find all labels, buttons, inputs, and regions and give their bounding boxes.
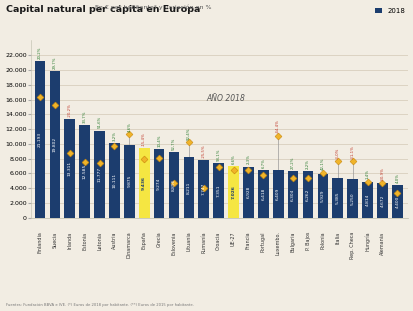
Text: -3,0%: -3,0%	[335, 147, 339, 159]
Text: 12.585: 12.585	[83, 164, 86, 179]
Bar	[123, 145, 134, 218]
Text: 21.193: 21.193	[38, 132, 42, 147]
Text: 11.777: 11.777	[97, 167, 101, 182]
Text: 4.400: 4.400	[394, 195, 399, 208]
Bar	[213, 163, 223, 218]
Bar	[347, 179, 357, 218]
Text: AÑO 2018: AÑO 2018	[206, 94, 245, 103]
Text: 1,4%: 1,4%	[365, 169, 369, 179]
Text: 33,7%: 33,7%	[83, 110, 86, 123]
Bar	[168, 152, 179, 218]
Text: 2,2%: 2,2%	[305, 159, 309, 169]
Text: 29,7%: 29,7%	[53, 57, 57, 69]
Bar	[109, 143, 119, 218]
Text: 6.409: 6.409	[275, 188, 280, 200]
Bar	[183, 157, 194, 218]
Text: 8.896: 8.896	[171, 179, 176, 191]
Bar	[198, 160, 209, 218]
Text: 4.814: 4.814	[365, 194, 369, 206]
Text: 5.385: 5.385	[335, 192, 339, 204]
Text: 52,7%: 52,7%	[171, 137, 176, 150]
Bar	[153, 149, 164, 218]
Legend: 2018: 2018	[371, 5, 407, 17]
Text: 9.875: 9.875	[127, 175, 131, 188]
Text: 6.928: 6.928	[246, 186, 250, 198]
Text: 9.436: 9.436	[142, 176, 146, 190]
Bar	[287, 171, 298, 218]
Text: 7.026: 7.026	[231, 185, 235, 199]
Text: 51,6%: 51,6%	[97, 116, 101, 128]
Bar	[272, 170, 283, 218]
Text: 42,1%: 42,1%	[320, 158, 324, 170]
Bar	[302, 171, 313, 218]
Text: 27,2%: 27,2%	[290, 156, 294, 169]
Text: 6.418: 6.418	[261, 188, 265, 200]
Text: 6.304: 6.304	[290, 188, 294, 201]
Bar	[79, 125, 90, 218]
Text: 19.802: 19.802	[53, 137, 57, 152]
Text: 2,3%: 2,3%	[246, 154, 250, 164]
Text: En € por habitante* y variación en %: En € por habitante* y variación en %	[93, 5, 211, 10]
Text: 93,1%: 93,1%	[216, 149, 220, 161]
Text: 4,6%: 4,6%	[127, 122, 131, 132]
Text: 7.351: 7.351	[216, 184, 220, 197]
Bar	[376, 183, 387, 218]
Bar	[138, 148, 149, 218]
Text: -15,4%: -15,4%	[142, 132, 146, 146]
Text: -30,9%: -30,9%	[380, 167, 384, 181]
Bar	[361, 182, 372, 218]
Bar	[64, 119, 75, 218]
Bar	[391, 185, 402, 218]
Bar	[94, 131, 104, 218]
Bar	[228, 166, 238, 218]
Text: 6,7%: 6,7%	[261, 158, 265, 168]
Text: 4,0%: 4,0%	[394, 173, 399, 183]
Text: 3,2%: 3,2%	[112, 131, 116, 141]
Bar	[317, 174, 328, 218]
Text: 13.311: 13.311	[68, 161, 71, 176]
Text: 5.929: 5.929	[320, 189, 324, 202]
Text: -44,4%: -44,4%	[275, 120, 280, 133]
Bar	[35, 61, 45, 218]
Bar	[257, 170, 268, 218]
Text: 10,4%: 10,4%	[157, 134, 161, 147]
Text: 20,2%: 20,2%	[38, 46, 42, 59]
Text: 4.672: 4.672	[380, 194, 384, 207]
Bar	[50, 72, 60, 218]
Text: 5.250: 5.250	[350, 192, 354, 205]
Text: 8.211: 8.211	[186, 181, 190, 193]
Text: 6.262: 6.262	[305, 188, 309, 201]
Text: -31,1%: -31,1%	[350, 145, 354, 159]
Text: 6,6%: 6,6%	[231, 154, 235, 164]
Bar	[332, 178, 342, 218]
Text: Capital natural per cápita en Europa: Capital natural per cápita en Europa	[6, 5, 200, 14]
Text: -25,5%: -25,5%	[201, 145, 205, 158]
Text: 10.111: 10.111	[112, 173, 116, 188]
Text: 92,4%: 92,4%	[186, 128, 190, 140]
Bar	[242, 166, 253, 218]
Text: Fuentes: Fundación BBVA e IVE. (*) Euros de 2018 por habitante. (**) Euros de 20: Fuentes: Fundación BBVA e IVE. (*) Euros…	[6, 303, 194, 307]
Text: 9.274: 9.274	[157, 177, 161, 190]
Text: -20,2%: -20,2%	[68, 103, 71, 117]
Text: 7.747: 7.747	[201, 183, 205, 195]
